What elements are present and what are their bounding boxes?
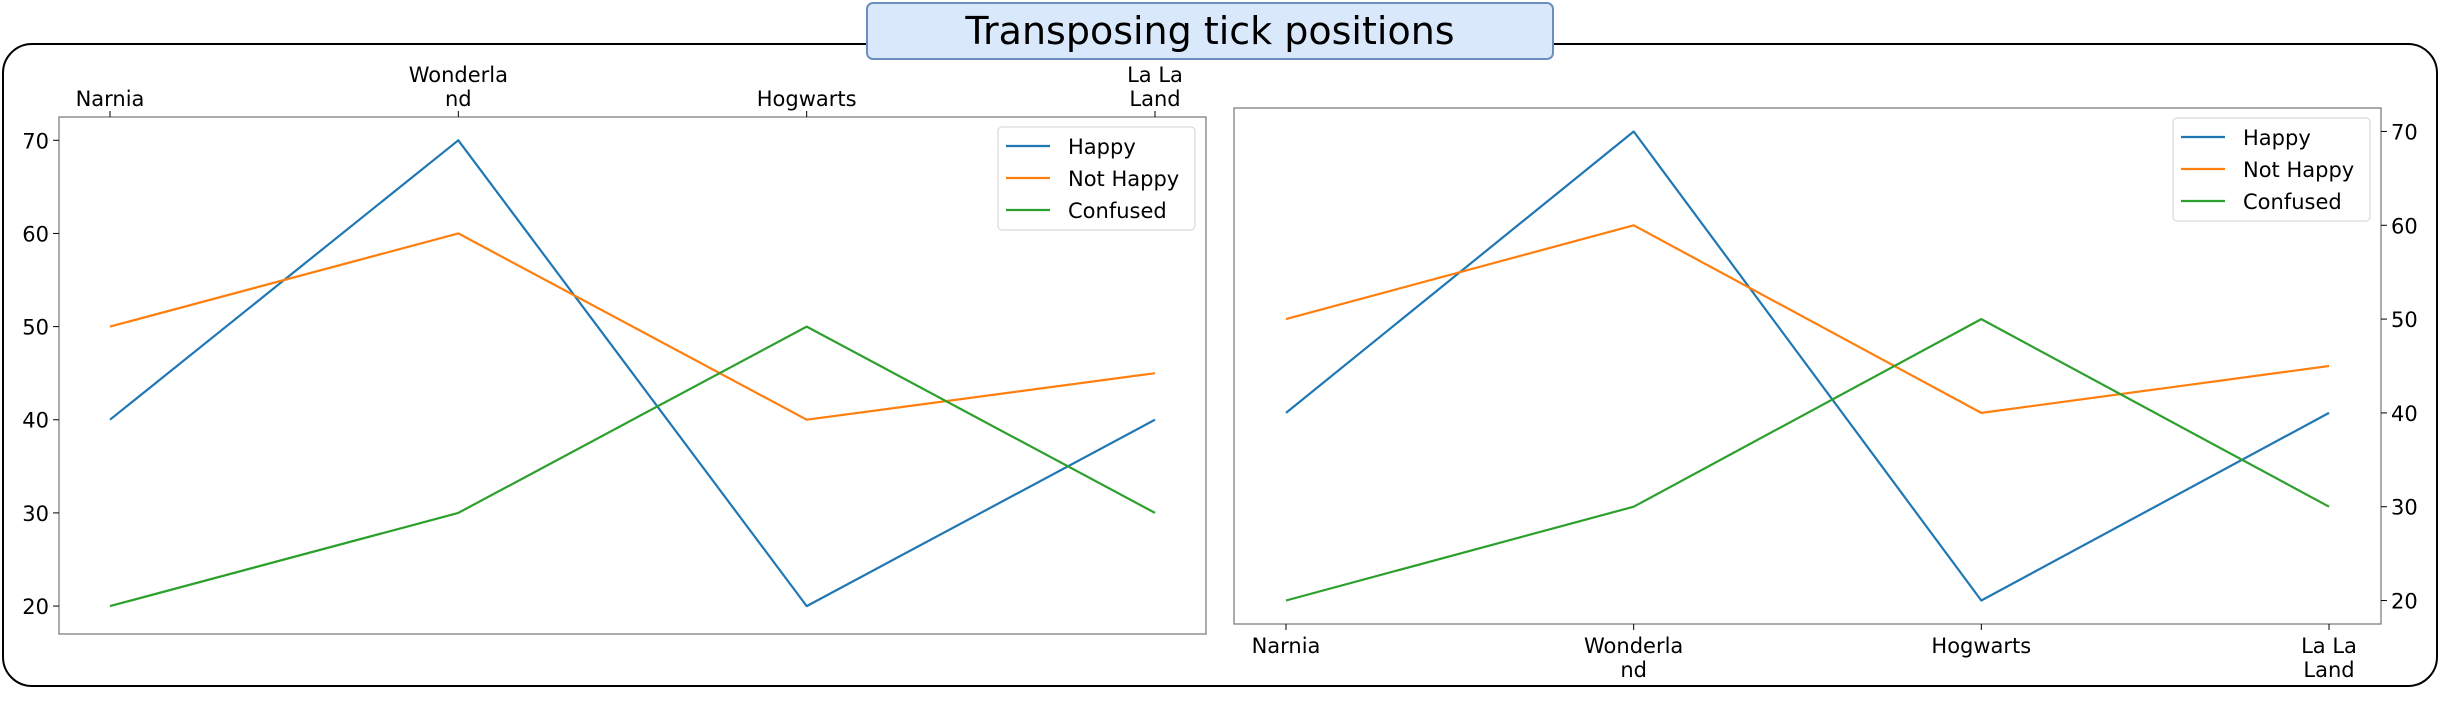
y-tick-label: 20 (22, 595, 49, 619)
legend-label-not-happy: Not Happy (1068, 167, 1179, 191)
series-line-confused (1285, 318, 2330, 602)
y-tick-label: 50 (22, 316, 49, 340)
y-tick-label: 20 (2391, 590, 2418, 614)
x-tick-label: nd (445, 87, 472, 111)
x-tick-label: Wonderla (1584, 634, 1683, 658)
x-tick-label: La La (2301, 634, 2357, 658)
y-tick-label: 40 (2391, 402, 2418, 426)
legend-label-not-happy: Not Happy (2243, 158, 2354, 182)
legend-label-confused: Confused (1068, 199, 1167, 223)
series-line-not-happy (109, 232, 1156, 421)
y-tick-label: 30 (22, 502, 49, 526)
x-tick-label: La La (1127, 63, 1183, 87)
x-tick-label: Wonderla (409, 63, 508, 87)
y-tick-label: 50 (2391, 308, 2418, 332)
y-tick-label: 60 (22, 222, 49, 246)
legend (2172, 117, 2371, 222)
legend (997, 126, 1196, 231)
x-tick-label: Hogwarts (757, 87, 857, 111)
x-tick-label: Hogwarts (1931, 634, 2031, 658)
y-tick-label: 40 (22, 409, 49, 433)
series-line-confused (109, 325, 1156, 608)
legend-label-happy: Happy (1068, 135, 1136, 159)
y-tick-label: 60 (2391, 214, 2418, 238)
x-tick-label: Narnia (1252, 634, 1321, 658)
y-tick-label: 30 (2391, 496, 2418, 520)
y-tick-label: 70 (22, 129, 49, 153)
x-tick-label: Narnia (76, 87, 145, 111)
title-box: Transposing tick positions (866, 2, 1554, 60)
y-tick-label: 70 (2391, 120, 2418, 144)
legend-label-confused: Confused (2243, 190, 2342, 214)
plot-area (1233, 107, 2382, 625)
figure-title: Transposing tick positions (965, 9, 1455, 53)
x-tick-label: Land (1129, 87, 1180, 111)
legend-label-happy: Happy (2243, 126, 2311, 150)
series-line-not-happy (1285, 224, 2330, 414)
x-tick-label: nd (1620, 658, 1647, 682)
x-tick-label: Land (2303, 658, 2354, 682)
plot-area (58, 116, 1207, 635)
